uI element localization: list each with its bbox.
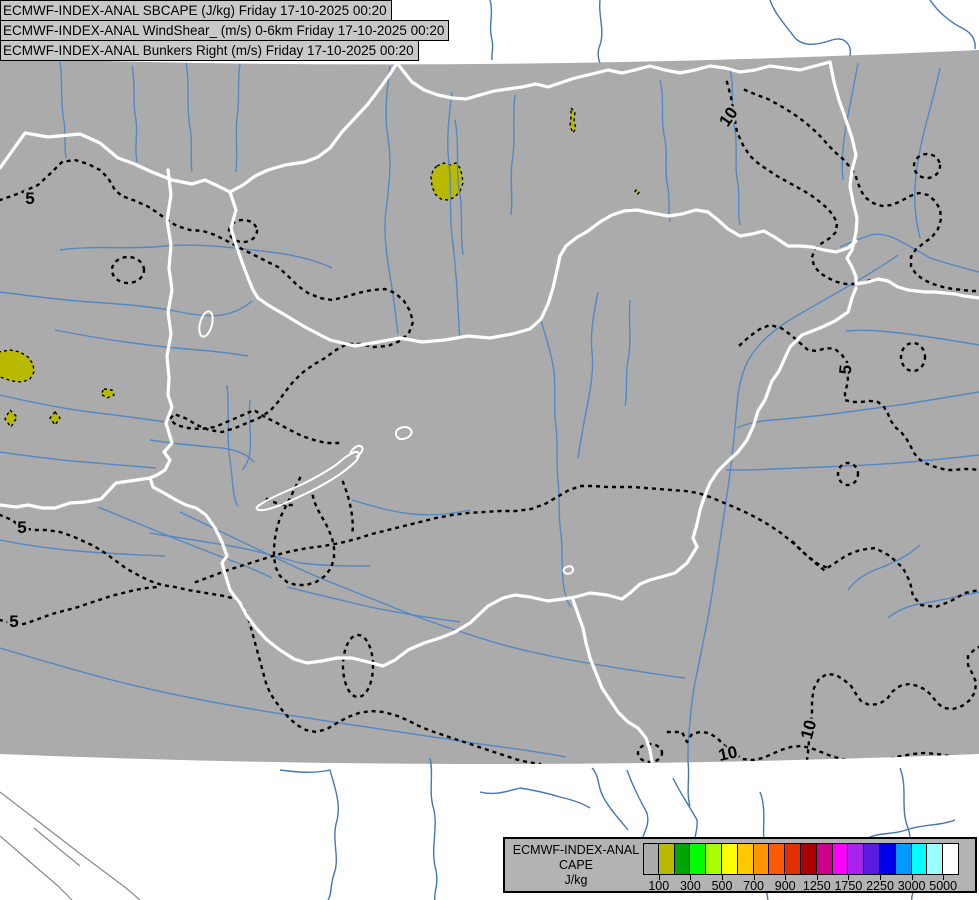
legend-tick-label: 3000 [897,879,926,893]
legend-color-cell [706,843,722,875]
legend-color-cell [943,843,959,875]
legend-text: ECMWF-INDEX-ANAL CAPE J/kg [511,843,641,888]
contour-layer [0,80,979,764]
cape-patch [49,410,61,427]
legend-color-cell [721,843,738,875]
legend-tick [753,875,755,880]
cape-patch [634,189,640,195]
legend-tick-label: 300 [679,879,701,893]
legend-tick-label: 500 [711,879,733,893]
cape-patch [100,388,115,399]
cape-patch [430,162,464,201]
title-bunkers: ECMWF-INDEX-ANAL Bunkers Right (m/s) Fri… [0,40,419,61]
legend-color-cell [643,843,659,875]
legend-color-cell [848,843,865,875]
legend-tick-label: 5000 [929,879,958,893]
cape-patch-layer [0,106,640,429]
legend-tick [848,875,850,880]
legend-color-cell [690,843,707,875]
legend-tick [690,875,692,880]
legend-color-cell [769,843,786,875]
legend-color-cell [816,843,833,875]
legend-tick-label: 100 [648,879,670,893]
legend-colorbar [643,843,959,875]
lake-balaton [255,450,360,512]
legend-tick [911,875,913,880]
legend-color-cell [658,843,675,875]
legend-tick [816,875,818,880]
small-lake [562,565,574,575]
cape-patch [4,408,18,429]
title-bar-group: ECMWF-INDEX-ANAL SBCAPE (J/kg) Friday 17… [0,0,450,61]
lake-tisza [394,426,413,441]
coastline-layer [0,791,141,900]
legend-tick-label: 700 [743,879,765,893]
contour-value-label: 5 [9,612,18,631]
legend-tick [943,875,945,880]
contour-value-label: 5 [17,518,26,537]
legend-color-cell [753,843,770,875]
legend-color-cell [895,843,912,875]
legend-color-cell [832,843,849,875]
title-sbcape: ECMWF-INDEX-ANAL SBCAPE (J/kg) Friday 17… [0,0,392,21]
legend-color-cell [800,843,817,875]
legend-color-cell [674,843,691,875]
contour-value-label: 5 [836,364,856,375]
contour-value-label: 10 [717,742,739,765]
title-windshear: ECMWF-INDEX-ANAL WindShear_ (m/s) 0-6km … [0,20,450,41]
lake-neusiedl [198,310,214,338]
legend-tick [785,875,787,880]
legend-product-label: ECMWF-INDEX-ANAL [512,843,640,857]
borders-layer [0,50,979,764]
legend-parameter-label: CAPE [558,858,594,872]
legend-tick [722,875,723,880]
legend-color-cell [864,843,880,875]
legend-units-label: J/kg [564,873,588,887]
legend-tick-label: 900 [774,879,796,893]
legend-color-cell [911,843,928,875]
legend-tick-label: 2250 [866,879,894,893]
lakes-layer [198,310,574,575]
lake-balaton-lobe [349,444,364,458]
legend-color-cell [879,843,896,875]
legend-tick-label: 1250 [802,879,831,893]
cape-legend: ECMWF-INDEX-ANAL CAPE J/kg 100 300 500 700 9… [503,837,977,893]
contour-value-label: 5 [25,189,34,208]
legend-color-cell [785,843,801,875]
cape-patch [0,349,35,383]
legend-tick-label: 1750 [834,879,863,893]
legend-color-cell [737,843,754,875]
legend-tick [880,875,881,880]
cape-patch [569,106,577,135]
legend-tick [658,875,660,880]
map-data-region [0,50,979,764]
legend-color-cell [927,843,944,875]
